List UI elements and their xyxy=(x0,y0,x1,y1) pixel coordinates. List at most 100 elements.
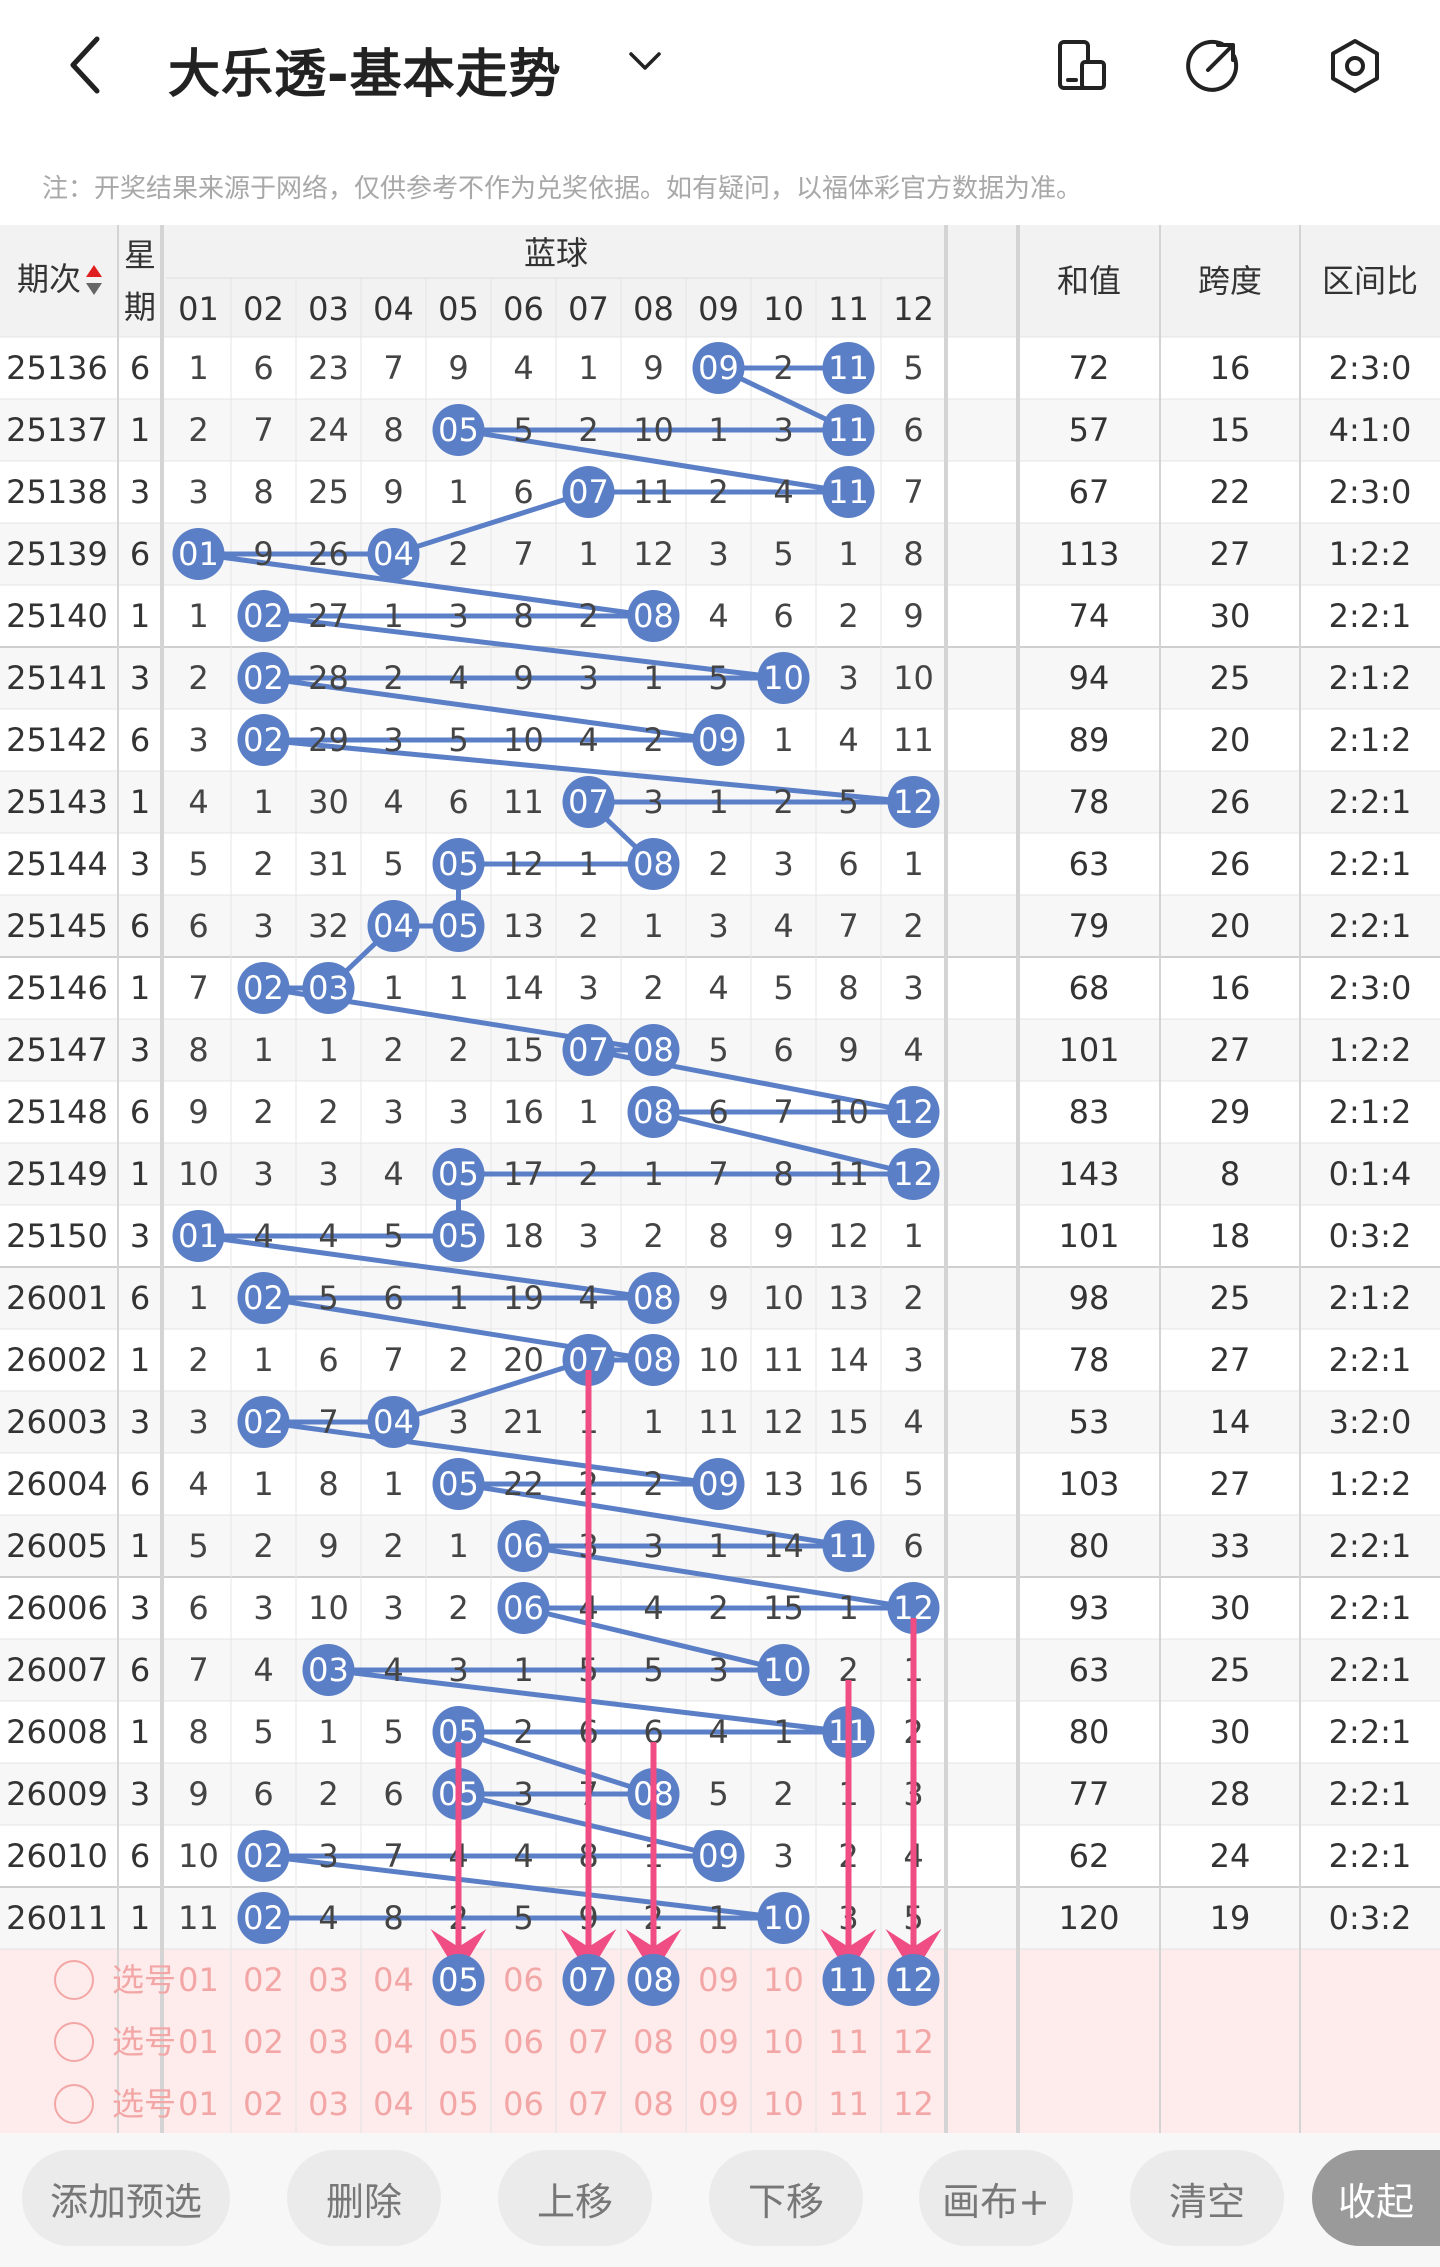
omission-cell: 1 xyxy=(838,1589,858,1627)
sort-down-icon[interactable] xyxy=(86,283,102,295)
select-number[interactable]: 02 xyxy=(243,2023,284,2061)
selected-ball[interactable] xyxy=(627,1954,680,2006)
sum-cell: 103 xyxy=(1058,1465,1119,1503)
select-number[interactable]: 05 xyxy=(438,2085,479,2123)
week-cell: 1 xyxy=(130,1155,150,1193)
select-number[interactable]: 06 xyxy=(503,2023,544,2061)
select-number[interactable]: 07 xyxy=(568,2023,609,2061)
select-number[interactable]: 03 xyxy=(308,2023,349,2061)
select-number[interactable]: 06 xyxy=(503,1961,544,1999)
omission-cell: 10 xyxy=(893,659,934,697)
sum-cell: 80 xyxy=(1069,1527,1110,1565)
omission-cell: 29 xyxy=(308,721,349,759)
blue-ball-number: 02 xyxy=(243,1837,284,1875)
select-number[interactable]: 08 xyxy=(633,2085,674,2123)
select-number[interactable]: 08 xyxy=(633,2023,674,2061)
select-number[interactable]: 04 xyxy=(373,2085,414,2123)
select-number[interactable]: 09 xyxy=(698,2085,739,2123)
select-number[interactable]: 11 xyxy=(828,2085,869,2123)
select-number[interactable]: 05 xyxy=(438,2023,479,2061)
back-button[interactable] xyxy=(55,30,115,100)
omission-cell: 6 xyxy=(383,1775,403,1813)
period-header[interactable]: 期次 xyxy=(17,260,81,298)
select-number[interactable]: 01 xyxy=(178,1961,219,1999)
select-number[interactable]: 12 xyxy=(893,2085,934,2123)
select-number[interactable]: 03 xyxy=(308,2085,349,2123)
selected-ball-number[interactable]: 07 xyxy=(568,1961,609,1999)
selected-ball[interactable] xyxy=(887,1954,940,2006)
omission-cell: 4 xyxy=(903,1403,923,1441)
table-header-bg xyxy=(0,225,1440,337)
omission-cell: 2 xyxy=(578,411,598,449)
sort-up-icon[interactable] xyxy=(86,265,102,277)
omission-cell: 4 xyxy=(773,473,793,511)
omission-cell: 1 xyxy=(643,1155,663,1193)
select-row-radio[interactable] xyxy=(54,2022,94,2062)
selected-ball-number[interactable]: 08 xyxy=(633,1961,674,1999)
period-cell: 26010 xyxy=(6,1837,108,1875)
select-number[interactable]: 10 xyxy=(763,2085,804,2123)
selected-ball-number[interactable]: 11 xyxy=(828,1961,869,1999)
title-dropdown-button[interactable] xyxy=(625,40,675,90)
omission-cell: 4 xyxy=(903,1031,923,1069)
select-number[interactable]: 02 xyxy=(243,1961,284,1999)
omission-cell: 7 xyxy=(383,349,403,387)
select-number[interactable]: 10 xyxy=(763,1961,804,1999)
select-row-label[interactable]: 选号 xyxy=(112,2023,176,2061)
settings-button[interactable] xyxy=(1325,36,1385,96)
select-number[interactable]: 09 xyxy=(698,1961,739,1999)
select-number[interactable]: 11 xyxy=(828,2023,869,2061)
omission-cell: 5 xyxy=(838,783,858,821)
move-up-button[interactable]: 上移 xyxy=(498,2150,652,2246)
selected-ball[interactable] xyxy=(432,1954,485,2006)
canvas-plus-button[interactable]: 画布+ xyxy=(919,2150,1073,2246)
select-number[interactable]: 06 xyxy=(503,2085,544,2123)
period-cell: 25142 xyxy=(6,721,108,759)
omission-cell: 7 xyxy=(513,535,533,573)
selected-ball-number[interactable]: 12 xyxy=(893,1961,934,1999)
blue-ball-number: 04 xyxy=(373,907,414,945)
omission-cell: 4 xyxy=(188,1465,208,1503)
blue-ball-hit xyxy=(692,1458,745,1510)
collapse-button[interactable]: 收起 xyxy=(1312,2150,1440,2246)
blue-ball-hit xyxy=(627,1024,680,1076)
trend-line-link xyxy=(392,1357,590,1425)
select-row-radio[interactable] xyxy=(54,1960,94,2000)
select-number[interactable]: 12 xyxy=(893,2023,934,2061)
select-row-label[interactable]: 选号 xyxy=(112,1961,176,1999)
select-number[interactable]: 10 xyxy=(763,2023,804,2061)
select-number[interactable]: 01 xyxy=(178,2023,219,2061)
blue-ball-hit xyxy=(887,1086,940,1138)
span-cell: 15 xyxy=(1210,411,1251,449)
sum-cell: 143 xyxy=(1058,1155,1119,1193)
select-row-label[interactable]: 选号 xyxy=(112,2085,176,2123)
select-number[interactable]: 04 xyxy=(373,1961,414,1999)
span-cell: 24 xyxy=(1210,1837,1251,1875)
select-number[interactable]: 01 xyxy=(178,2085,219,2123)
select-number[interactable]: 03 xyxy=(308,1961,349,1999)
omission-cell: 6 xyxy=(903,1527,923,1565)
ratio-cell: 0:3:2 xyxy=(1329,1217,1412,1255)
blue-ball-number: 11 xyxy=(828,349,869,387)
delete-button[interactable]: 删除 xyxy=(287,2150,441,2246)
select-number[interactable]: 07 xyxy=(568,2085,609,2123)
share-button[interactable] xyxy=(1182,36,1242,96)
select-number[interactable]: 04 xyxy=(373,2023,414,2061)
selected-ball-number[interactable]: 05 xyxy=(438,1961,479,1999)
omission-cell: 1 xyxy=(318,1031,338,1069)
omission-cell: 7 xyxy=(383,1341,403,1379)
omission-cell: 1 xyxy=(448,1527,468,1565)
device-button[interactable] xyxy=(1052,36,1112,96)
clear-button[interactable]: 清空 xyxy=(1130,2150,1284,2246)
omission-cell: 2 xyxy=(318,1775,338,1813)
select-row-radio[interactable] xyxy=(54,2084,94,2124)
row-stripe xyxy=(0,895,1440,957)
move-down-button[interactable]: 下移 xyxy=(709,2150,863,2246)
selected-ball[interactable] xyxy=(822,1954,875,2006)
selected-ball[interactable] xyxy=(562,1954,615,2006)
blue-ball-hit xyxy=(432,404,485,456)
select-number[interactable]: 09 xyxy=(698,2023,739,2061)
omission-cell: 3 xyxy=(188,1403,208,1441)
select-number[interactable]: 02 xyxy=(243,2085,284,2123)
add-preselect-button[interactable]: 添加预选 xyxy=(22,2150,230,2246)
